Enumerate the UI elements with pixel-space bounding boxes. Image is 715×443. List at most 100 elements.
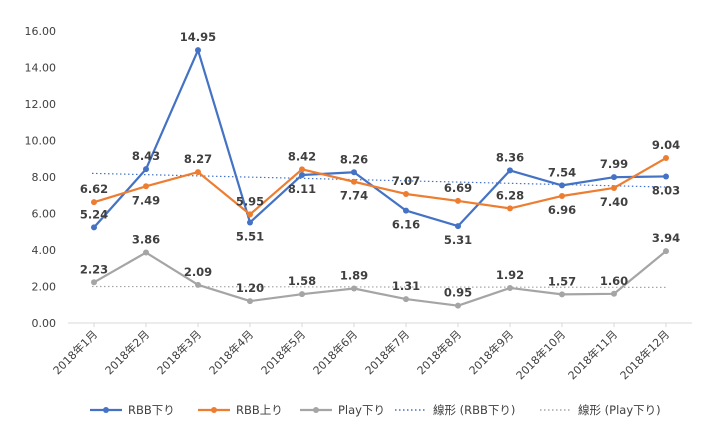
data-point <box>351 178 357 185</box>
series-line <box>93 250 667 307</box>
y-tick-label: 10.00 <box>25 135 57 148</box>
series-line <box>93 157 667 216</box>
data-point <box>195 47 201 54</box>
y-tick-label: 4.00 <box>32 244 57 257</box>
x-tick-label: 2018年5月 <box>258 327 308 377</box>
data-label: 1.58 <box>288 274 316 288</box>
data-point <box>91 279 97 286</box>
x-tick-label: 2018年3月 <box>154 327 204 377</box>
data-label: 2.23 <box>80 262 108 276</box>
data-label: 6.28 <box>496 188 524 202</box>
data-point <box>351 169 357 176</box>
data-label: 5.51 <box>236 229 264 243</box>
data-point <box>663 173 669 180</box>
data-point <box>559 291 565 298</box>
data-point <box>299 166 305 173</box>
data-label: 1.57 <box>548 274 576 288</box>
x-tick-label: 2018年12月 <box>617 327 672 382</box>
legend-label: 線形 (Play下り) <box>578 403 661 417</box>
data-label: 3.94 <box>652 231 680 245</box>
data-label: 8.11 <box>288 182 316 196</box>
data-label: 6.69 <box>444 181 472 195</box>
legend-marker <box>103 407 109 413</box>
y-tick-label: 6.00 <box>32 208 57 221</box>
data-label: 3.86 <box>132 233 160 247</box>
data-point <box>455 302 461 309</box>
data-point <box>507 167 513 174</box>
y-tick-label: 16.00 <box>25 25 57 38</box>
x-tick-label: 2018年1月 <box>50 327 100 377</box>
data-point <box>611 174 617 181</box>
data-label: 7.49 <box>132 193 160 207</box>
data-label: 7.54 <box>548 165 576 179</box>
data-label: 8.03 <box>652 183 680 197</box>
x-tick-label: 2018年10月 <box>513 327 568 382</box>
y-tick-label: 14.00 <box>25 62 57 75</box>
data-point <box>403 207 409 214</box>
data-point <box>663 155 669 162</box>
x-tick-label: 2018年4月 <box>206 327 256 377</box>
x-tick-label: 2018年7月 <box>362 327 412 377</box>
data-label: 8.43 <box>132 149 160 163</box>
data-point <box>611 290 617 297</box>
y-tick-label: 12.00 <box>25 98 57 111</box>
data-point <box>195 169 201 176</box>
y-tick-label: 8.00 <box>32 171 57 184</box>
data-point <box>663 248 669 255</box>
data-label: 9.04 <box>652 138 680 152</box>
data-point <box>455 223 461 230</box>
data-label: 7.99 <box>600 157 628 171</box>
data-label: 5.31 <box>444 233 472 247</box>
data-point <box>403 296 409 303</box>
data-label: 8.27 <box>184 152 212 166</box>
data-label: 1.20 <box>236 281 264 295</box>
x-tick-label: 2018年2月 <box>102 327 152 377</box>
x-tick-label: 2018年6月 <box>310 327 360 377</box>
data-label: 6.16 <box>392 218 420 232</box>
data-point <box>91 199 97 206</box>
data-label: 5.24 <box>80 207 108 221</box>
trendline <box>91 285 667 289</box>
data-point <box>247 219 253 226</box>
data-point <box>143 249 149 256</box>
legend-marker <box>313 407 319 413</box>
series-line <box>93 49 667 229</box>
data-label: 1.60 <box>600 274 628 288</box>
data-point <box>559 182 565 189</box>
data-point <box>507 284 513 291</box>
data-label: 6.62 <box>80 182 108 196</box>
data-point <box>143 183 149 190</box>
data-label: 6.96 <box>548 203 576 217</box>
data-label: 8.26 <box>340 152 368 166</box>
data-label: 7.74 <box>340 189 368 203</box>
data-label: 1.89 <box>340 269 368 283</box>
x-tick-label: 2018年11月 <box>565 327 620 382</box>
data-point <box>91 224 97 231</box>
legend-label: 線形 (RBB下り) <box>433 403 515 417</box>
data-point <box>299 291 305 298</box>
data-label: 7.40 <box>600 195 628 209</box>
data-label: 7.07 <box>392 174 420 188</box>
data-label: 8.36 <box>496 150 524 164</box>
data-label: 1.92 <box>496 268 524 282</box>
data-point <box>507 205 513 212</box>
data-point <box>143 166 149 173</box>
data-label: 5.95 <box>236 194 264 208</box>
legend-label: RBB上り <box>236 403 283 417</box>
data-point <box>611 184 617 191</box>
legend-label: RBB下り <box>128 403 175 417</box>
data-point <box>195 281 201 288</box>
data-label: 8.42 <box>288 149 316 163</box>
data-point <box>299 171 305 178</box>
y-tick-label: 2.00 <box>32 281 57 294</box>
data-point <box>247 211 253 218</box>
legend-label: Play下り <box>338 403 385 417</box>
data-label: 0.95 <box>444 286 472 300</box>
data-label: 1.31 <box>392 279 420 293</box>
data-point <box>403 190 409 197</box>
data-point <box>351 285 357 292</box>
data-label: 2.09 <box>184 265 212 279</box>
trendline <box>91 172 667 188</box>
